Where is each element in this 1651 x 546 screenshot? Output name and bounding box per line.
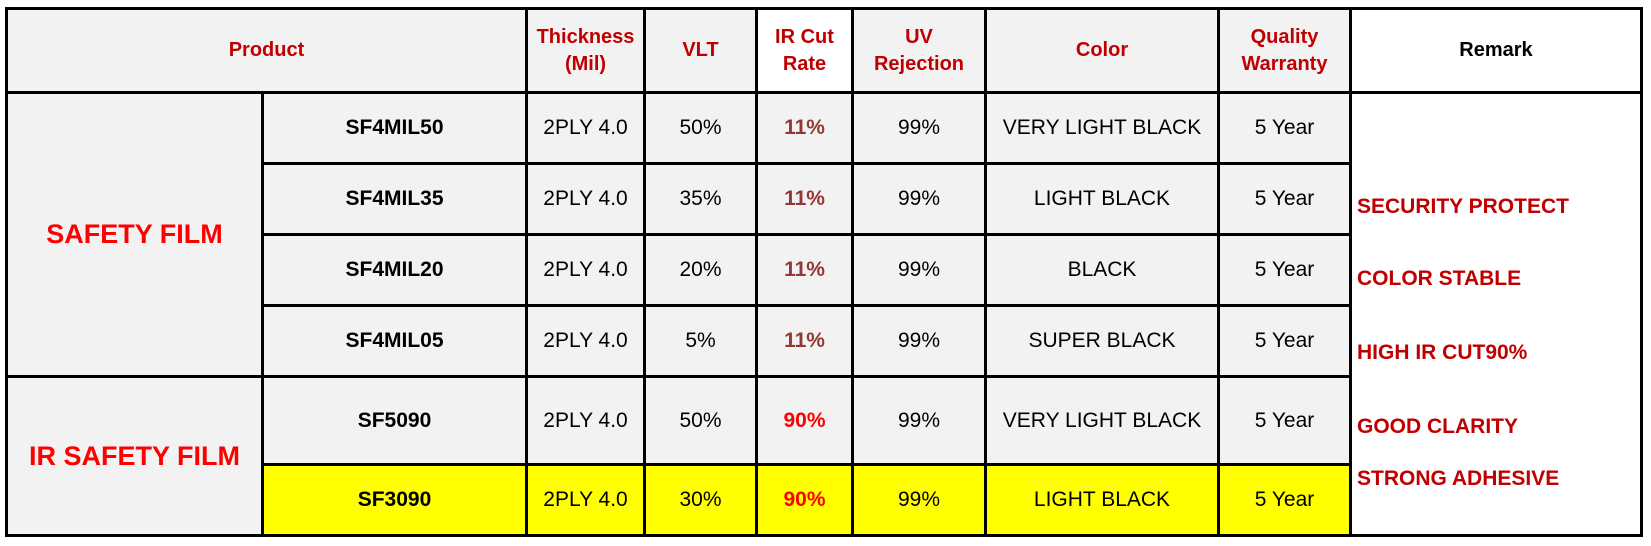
table-cell: 2PLY 4.0 xyxy=(525,91,646,165)
header-cell: Product xyxy=(5,7,528,94)
table-cell: 11% xyxy=(755,304,854,378)
table-cell: 5 Year xyxy=(1217,162,1352,236)
table-cell: LIGHT BLACK xyxy=(984,463,1220,537)
table-cell: 5 Year xyxy=(1217,304,1352,378)
table-cell: 35% xyxy=(643,162,758,236)
table-cell: 90% xyxy=(755,463,854,537)
product-name: SF3090 xyxy=(261,463,528,537)
table-cell: 99% xyxy=(851,162,987,236)
table-cell: VERY LIGHT BLACK xyxy=(984,375,1220,466)
table-row: SF4MIL20 2PLY 4.0 20% 11% 99% BLACK 5 Year xyxy=(7,233,1642,307)
table-cell: 30% xyxy=(643,463,758,537)
table-cell: 20% xyxy=(643,233,758,307)
header-cell: Quality Warranty xyxy=(1217,7,1352,94)
table-cell: 50% xyxy=(643,91,758,165)
header-row: Product Thickness (Mil) VLT IR Cut Rate UV R… xyxy=(5,7,1643,94)
table-cell: 5% xyxy=(643,304,758,378)
product-name: SF4MIL35 xyxy=(261,162,528,236)
table-cell: 99% xyxy=(851,304,987,378)
group-label: IR SAFETY FILM xyxy=(5,375,264,537)
table-row: SF4MIL05 2PLY 4.0 5% 11% 99% SUPER BLACK 5 Yea… xyxy=(7,304,1642,378)
header-cell: Thickness (Mil) xyxy=(525,7,646,94)
header-cell: IR Cut Rate xyxy=(755,7,854,94)
header-cell: UV Rejection xyxy=(851,7,987,94)
table-cell: LIGHT BLACK xyxy=(984,162,1220,236)
header-cell: Remark xyxy=(1349,7,1643,94)
remark: GOOD CLARITY xyxy=(1357,415,1518,438)
table-cell: 99% xyxy=(851,233,987,307)
table-cell: 11% xyxy=(755,91,854,165)
remark: STRONG ADHESIVE xyxy=(1357,467,1560,490)
product-name: SF4MIL50 xyxy=(261,91,528,165)
table-cell: 99% xyxy=(851,91,987,165)
table-cell: 2PLY 4.0 xyxy=(525,162,646,236)
product-name: SF4MIL20 xyxy=(261,233,528,307)
table-cell: 5 Year xyxy=(1217,91,1352,165)
table-cell: 11% xyxy=(755,233,854,307)
table-row: IR SAFETY FILM SF5090 2PLY 4.0 50% 90% 99% VER… xyxy=(5,375,1642,537)
table-cell: 2PLY 4.0 xyxy=(525,233,646,307)
table-cell: 5 Year xyxy=(1217,375,1352,466)
remarks-cell: SECURITY PROTECT COLOR STABLE HIGH IR CUT9… xyxy=(1349,91,1643,537)
remark: SECURITY PROTECT xyxy=(1357,195,1569,218)
product-table: Product Thickness (Mil) VLT IR Cut Rate UV R… xyxy=(5,7,1643,537)
remark: HIGH IR CUT90% xyxy=(1357,341,1528,364)
table-cell: 2PLY 4.0 xyxy=(525,304,646,378)
table-cell: 2PLY 4.0 xyxy=(525,463,646,537)
table-row: SF4MIL35 2PLY 4.0 35% 11% 99% LIGHT BLACK 5 Ye… xyxy=(7,162,1642,236)
table-cell: 2PLY 4.0 xyxy=(525,375,646,466)
remarks-list: SECURITY PROTECT COLOR STABLE HIGH IR CUT9… xyxy=(1352,94,1640,534)
table-row: SAFETY FILM SF4MIL50 2PLY 4.0 50% 11% 99% VERY… xyxy=(5,91,1643,537)
table-cell: 5 Year xyxy=(1217,233,1352,307)
table-cell: 11% xyxy=(755,162,854,236)
table-cell: 90% xyxy=(755,375,854,466)
table-cell: 5 Year xyxy=(1217,463,1352,537)
group-label: SAFETY FILM xyxy=(5,91,264,378)
product-name: SF4MIL05 xyxy=(261,304,528,378)
table-cell: VERY LIGHT BLACK xyxy=(984,91,1220,165)
header-cell: VLT xyxy=(643,7,758,94)
table-cell: 99% xyxy=(851,375,987,466)
table-cell: 99% xyxy=(851,463,987,537)
table-cell: BLACK xyxy=(984,233,1220,307)
remark: COLOR STABLE xyxy=(1357,267,1522,290)
header-cell: Color xyxy=(984,7,1220,94)
table-row: SF3090 2PLY 4.0 30% 90% 99% LIGHT BLACK 5 Year xyxy=(7,463,1642,537)
product-name: SF5090 xyxy=(261,375,528,466)
table-cell: 50% xyxy=(643,375,758,466)
table-cell: SUPER BLACK xyxy=(984,304,1220,378)
